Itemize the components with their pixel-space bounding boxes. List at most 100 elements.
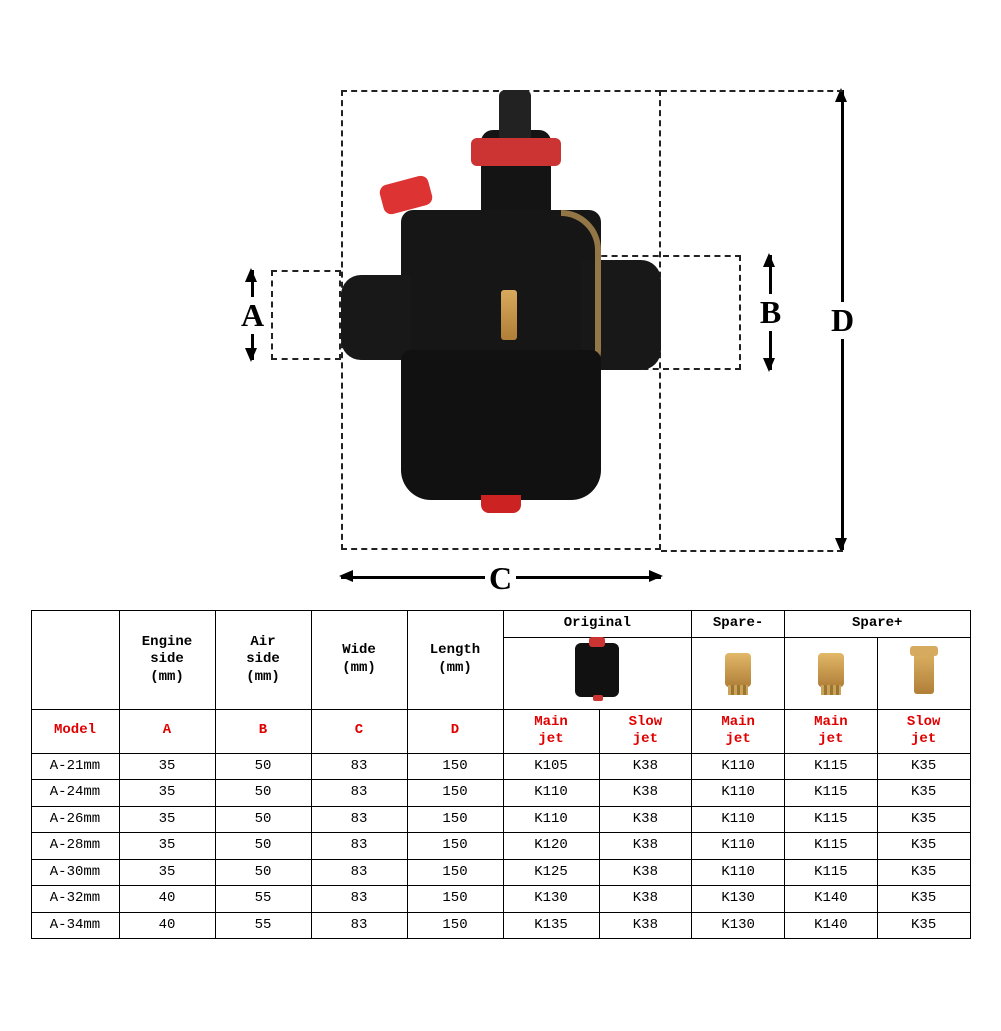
table-row: A-24mm 35 50 83 150 K110 K38 K110 K115 K… (31, 780, 970, 807)
cell-c: 83 (311, 833, 407, 860)
cell-b: 50 (215, 806, 311, 833)
brass-jet-short-icon (818, 653, 844, 687)
cell-model: A-30mm (31, 859, 119, 886)
cell-orig-main: K125 (503, 859, 599, 886)
cell-sp-main: K140 (785, 886, 878, 913)
cell-a: 40 (119, 912, 215, 939)
cell-a: 40 (119, 886, 215, 913)
table-row: A-28mm 35 50 83 150 K120 K38 K110 K115 K… (31, 833, 970, 860)
table-row: A-21mm 35 50 83 150 K105 K38 K110 K115 K… (31, 753, 970, 780)
dimension-a: A (233, 270, 273, 360)
cell-d: 150 (407, 859, 503, 886)
cell-d: 150 (407, 912, 503, 939)
cell-sp-main: K140 (785, 912, 878, 939)
cell-c: 83 (311, 886, 407, 913)
cell-orig-main: K110 (503, 806, 599, 833)
cell-sp-slow: K35 (877, 806, 970, 833)
hdr-blank (31, 611, 119, 710)
cell-sm-main: K110 (692, 806, 785, 833)
cell-sm-main: K110 (692, 780, 785, 807)
cell-sp-slow: K35 (877, 780, 970, 807)
hdr-sm-main: Mainjet (692, 709, 785, 753)
hdr-orig-slow: Slowjet (599, 709, 692, 753)
guide-d-bottom (661, 550, 843, 552)
cell-sm-main: K130 (692, 886, 785, 913)
thumb-spare-minus (692, 637, 785, 709)
cell-sp-main: K115 (785, 753, 878, 780)
brass-jet-short-icon (725, 653, 751, 687)
cell-orig-main: K135 (503, 912, 599, 939)
cell-orig-slow: K38 (599, 912, 692, 939)
hdr-model: Model (31, 709, 119, 753)
cell-orig-slow: K38 (599, 753, 692, 780)
cell-model: A-32mm (31, 886, 119, 913)
cell-model: A-21mm (31, 753, 119, 780)
hdr-engine-side: Engineside(mm) (119, 611, 215, 710)
dimension-d: D (821, 90, 865, 550)
cell-sp-slow: K35 (877, 912, 970, 939)
cell-d: 150 (407, 886, 503, 913)
cell-d: 150 (407, 780, 503, 807)
cell-sm-main: K110 (692, 859, 785, 886)
cell-sp-main: K115 (785, 859, 878, 886)
thumb-spare-plus-main (785, 637, 878, 709)
dimension-b-label: B (756, 294, 785, 331)
table-row: A-34mm 40 55 83 150 K135 K38 K130 K140 K… (31, 912, 970, 939)
dimension-b: B (751, 255, 791, 370)
cell-orig-slow: K38 (599, 780, 692, 807)
hdr-spare-minus: Spare- (692, 611, 785, 638)
dimension-d-label: D (827, 302, 858, 339)
guide-d-top (661, 90, 843, 92)
cell-b: 50 (215, 780, 311, 807)
dimension-diagram: A B C D (141, 30, 861, 590)
dash-box-a (271, 270, 341, 360)
cell-model: A-26mm (31, 806, 119, 833)
cell-orig-main: K120 (503, 833, 599, 860)
table-header-row-1: Engineside(mm) Airside(mm) Wide(mm) Leng… (31, 611, 970, 638)
cell-a: 35 (119, 833, 215, 860)
hdr-b: B (215, 709, 311, 753)
dimension-c: C (341, 558, 661, 598)
dimension-a-label: A (237, 297, 268, 334)
cell-model: A-24mm (31, 780, 119, 807)
hdr-wide: Wide(mm) (311, 611, 407, 710)
cell-sp-slow: K35 (877, 753, 970, 780)
brass-jet-long-icon (914, 646, 934, 694)
cell-sm-main: K110 (692, 753, 785, 780)
cell-orig-slow: K38 (599, 859, 692, 886)
thumb-spare-plus-slow (877, 637, 970, 709)
table-row: A-30mm 35 50 83 150 K125 K38 K110 K115 K… (31, 859, 970, 886)
cell-a: 35 (119, 859, 215, 886)
cell-orig-main: K130 (503, 886, 599, 913)
cell-b: 55 (215, 886, 311, 913)
cell-orig-slow: K38 (599, 886, 692, 913)
cell-orig-main: K105 (503, 753, 599, 780)
cell-model: A-28mm (31, 833, 119, 860)
hdr-spare-plus: Spare+ (785, 611, 971, 638)
cell-d: 150 (407, 833, 503, 860)
cell-sp-main: K115 (785, 806, 878, 833)
cell-sm-main: K130 (692, 912, 785, 939)
cell-d: 150 (407, 753, 503, 780)
table-header-row-red: Model A B C D Mainjet Slowjet Mainjet Ma… (31, 709, 970, 753)
cell-c: 83 (311, 780, 407, 807)
cell-sp-slow: K35 (877, 859, 970, 886)
hdr-d: D (407, 709, 503, 753)
cell-sp-slow: K35 (877, 833, 970, 860)
cell-orig-slow: K38 (599, 806, 692, 833)
hdr-sp-main: Mainjet (785, 709, 878, 753)
cell-b: 55 (215, 912, 311, 939)
cell-sp-main: K115 (785, 833, 878, 860)
hdr-c: C (311, 709, 407, 753)
carburettor-illustration (341, 90, 661, 530)
hdr-original: Original (503, 611, 692, 638)
thumb-original (503, 637, 692, 709)
table-body: A-21mm 35 50 83 150 K105 K38 K110 K115 K… (31, 753, 970, 939)
cell-b: 50 (215, 859, 311, 886)
hdr-a: A (119, 709, 215, 753)
cell-sp-slow: K35 (877, 886, 970, 913)
table-row: A-32mm 40 55 83 150 K130 K38 K130 K140 K… (31, 886, 970, 913)
spec-table: Engineside(mm) Airside(mm) Wide(mm) Leng… (31, 610, 971, 939)
hdr-air-side: Airside(mm) (215, 611, 311, 710)
cell-c: 83 (311, 912, 407, 939)
